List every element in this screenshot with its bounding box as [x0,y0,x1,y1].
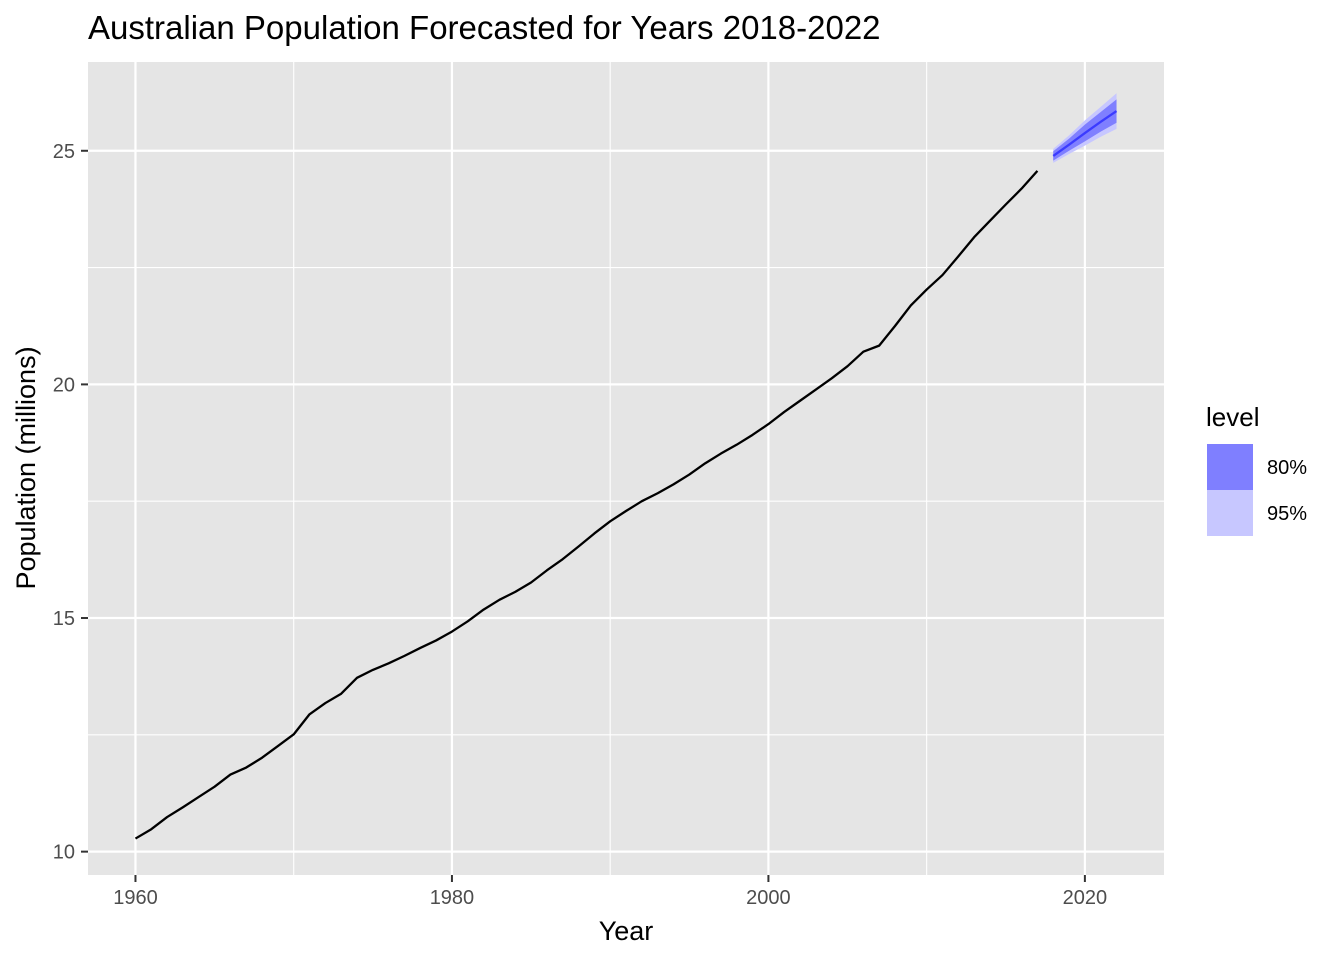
legend-label: 95% [1267,503,1307,525]
y-tick-label: 25 [53,141,75,163]
chart-title: Australian Population Forecasted for Yea… [88,9,881,46]
x-tick-label: 1960 [113,887,158,909]
grid-major [88,62,1164,875]
legend: level 80% 95% [1206,402,1307,536]
y-axis-title: Population (millions) [11,346,41,589]
x-tick-label: 2020 [1063,887,1108,909]
x-tick-label: 1980 [430,887,475,909]
history-line [134,170,1039,840]
legend-key-95pct [1207,490,1253,536]
x-axis: 1960 1980 2000 2020 [113,875,1107,909]
legend-title: level [1206,402,1259,432]
legend-key-80pct [1207,444,1253,490]
forecast-line [1052,110,1118,157]
y-tick-label: 10 [53,842,75,864]
x-axis-title: Year [599,916,654,946]
y-tick-label: 20 [53,374,75,396]
y-axis: 10 15 20 25 [53,141,88,864]
plot-panel [88,62,1164,875]
legend-label: 80% [1267,457,1307,479]
series-lines [134,110,1118,840]
y-tick-label: 15 [53,608,75,630]
x-tick-label: 2000 [746,887,791,909]
grid-minor [88,62,1164,875]
